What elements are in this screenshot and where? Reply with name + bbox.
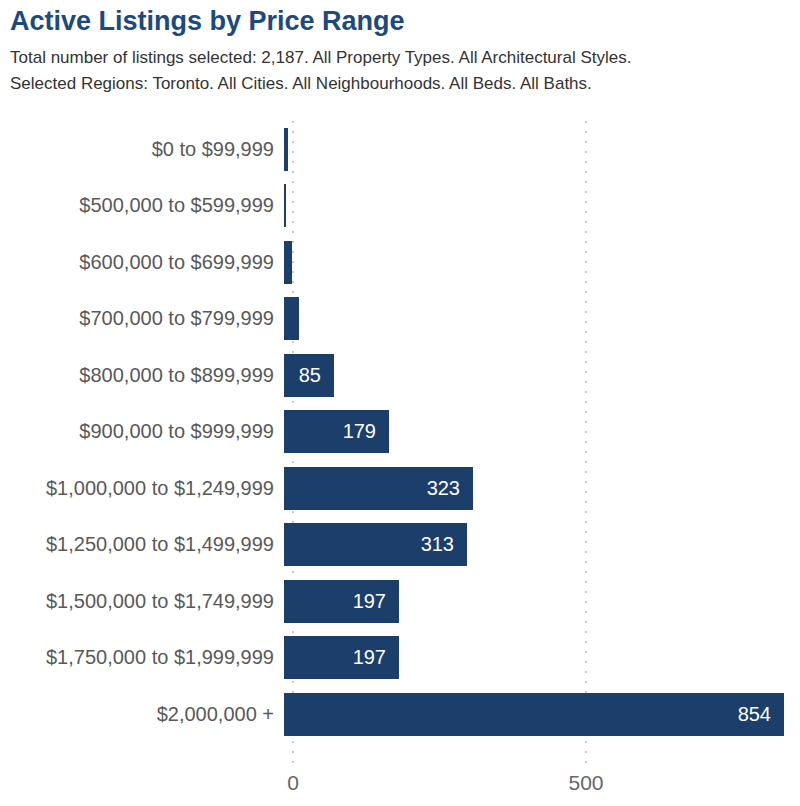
bar-track: 179 <box>283 410 800 453</box>
subtitle-line-1: Total number of listings selected: 2,187… <box>10 48 631 67</box>
bar-track: 197 <box>283 580 800 623</box>
category-label: $800,000 to $899,999 <box>0 364 283 387</box>
category-label: $600,000 to $699,999 <box>0 251 283 274</box>
bar-track <box>283 184 800 227</box>
bar-row: $1,750,000 to $1,999,999 197 <box>0 630 800 687</box>
bar[interactable] <box>284 241 292 284</box>
bar[interactable]: 179 <box>284 410 389 453</box>
bar[interactable]: 197 <box>284 580 399 623</box>
chart-title: Active Listings by Price Range <box>10 6 790 37</box>
x-axis-tick-500: 500 <box>568 771 603 795</box>
category-label: $1,500,000 to $1,749,999 <box>0 590 283 613</box>
category-label: $500,000 to $599,999 <box>0 194 283 217</box>
bar[interactable]: 85 <box>284 354 334 397</box>
bar-track <box>283 297 800 340</box>
bar-value-label: 313 <box>421 533 467 556</box>
bar-row: $500,000 to $599,999 <box>0 178 800 235</box>
bar[interactable]: 313 <box>284 523 467 566</box>
category-label: $0 to $99,999 <box>0 138 283 161</box>
bar-track: 85 <box>283 354 800 397</box>
bar[interactable]: 197 <box>284 636 399 679</box>
bar-value-label: 854 <box>738 703 784 726</box>
bar[interactable]: 854 <box>284 693 784 736</box>
bar-value-label: 197 <box>353 646 399 669</box>
subtitle-line-2: Selected Regions: Toronto. All Cities. A… <box>10 74 592 93</box>
bar-row: $0 to $99,999 <box>0 121 800 178</box>
bar-row: $600,000 to $699,999 <box>0 234 800 291</box>
category-label: $1,750,000 to $1,999,999 <box>0 646 283 669</box>
x-axis: 0 500 <box>0 763 800 806</box>
chart-subtitle: Total number of listings selected: 2,187… <box>10 45 790 97</box>
category-label: $1,000,000 to $1,249,999 <box>0 477 283 500</box>
bar-value-label: 197 <box>353 590 399 613</box>
bar-track: 323 <box>283 467 800 510</box>
bar-row: $700,000 to $799,999 <box>0 291 800 348</box>
bar-rows: $0 to $99,999 $500,000 to $599,999 $600,00… <box>0 121 800 743</box>
bar-value-label: 179 <box>343 420 389 443</box>
bar-track: 313 <box>283 523 800 566</box>
bar[interactable] <box>284 128 288 171</box>
bar-row: $1,500,000 to $1,749,999 197 <box>0 573 800 630</box>
category-label: $2,000,000 + <box>0 703 283 726</box>
bar-row: $1,000,000 to $1,249,999 323 <box>0 460 800 517</box>
x-axis-tick-0: 0 <box>287 771 299 795</box>
bar-value-label: 323 <box>427 477 473 500</box>
bar-value-label: 85 <box>299 364 334 387</box>
chart-page: Active Listings by Price Range Total num… <box>0 6 800 806</box>
bar-track: 197 <box>283 636 800 679</box>
bar[interactable]: 323 <box>284 467 473 510</box>
bar-track: 854 <box>283 693 800 736</box>
category-label: $1,250,000 to $1,499,999 <box>0 533 283 556</box>
bar-track <box>283 241 800 284</box>
bar-row: $2,000,000 + 854 <box>0 686 800 743</box>
bar-row: $900,000 to $999,999 179 <box>0 404 800 461</box>
bar-track <box>283 128 800 171</box>
bar[interactable] <box>284 297 299 340</box>
bar[interactable] <box>284 184 286 227</box>
bar-row: $800,000 to $899,999 85 <box>0 347 800 404</box>
category-label: $700,000 to $799,999 <box>0 307 283 330</box>
category-label: $900,000 to $999,999 <box>0 420 283 443</box>
bar-row: $1,250,000 to $1,499,999 313 <box>0 517 800 574</box>
bar-chart: $0 to $99,999 $500,000 to $599,999 $600,00… <box>0 121 800 806</box>
